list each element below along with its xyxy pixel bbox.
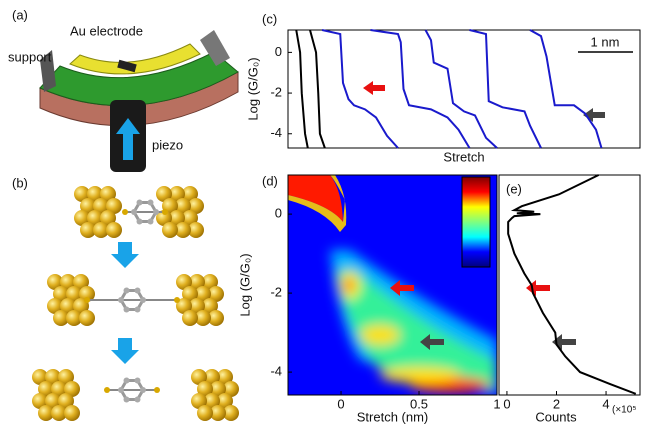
atom — [137, 199, 143, 205]
scale-bar-label: 1 nm — [591, 34, 620, 49]
panel-a: (a) Au electrode support piezo — [8, 7, 238, 172]
sulfur — [84, 297, 90, 303]
y-tick-label: -4 — [270, 364, 282, 379]
x-axis-label: Counts — [535, 409, 577, 424]
trace — [470, 30, 542, 148]
panel-b: (b) — [12, 175, 239, 421]
atom — [135, 377, 141, 383]
trace — [310, 30, 325, 148]
y-tick-label: -4 — [270, 125, 282, 140]
atom — [124, 377, 130, 383]
step-arrow — [111, 338, 139, 364]
atom — [137, 219, 143, 225]
panel-label: (d) — [262, 173, 278, 188]
red-arrow — [363, 81, 385, 95]
atom — [135, 287, 141, 293]
x-axis-label: Stretch — [443, 149, 484, 164]
gold-atom — [197, 405, 213, 421]
colorbar — [462, 177, 490, 267]
gold-atom — [64, 405, 80, 421]
atom — [131, 209, 137, 215]
sulfur — [104, 387, 110, 393]
x-tick-label: 0 — [503, 396, 510, 411]
sulfur — [154, 387, 160, 393]
panel-label: (a) — [12, 7, 28, 22]
x-axis-label: Stretch (nm) — [357, 409, 429, 424]
sulfur — [174, 297, 180, 303]
atom — [118, 297, 124, 303]
figure: (a) Au electrode support piezo (b) — [0, 0, 646, 427]
piezo-label: piezo — [152, 137, 183, 152]
y-axis-label: Log (G/G₀) — [245, 57, 260, 120]
support-label: support — [8, 49, 52, 64]
y-tick-label: 0 — [275, 206, 282, 221]
histogram-curve — [508, 175, 636, 394]
trace — [296, 30, 308, 148]
gold-atom — [106, 222, 122, 238]
atom — [124, 307, 130, 313]
atom — [140, 387, 146, 393]
gold-atom — [79, 310, 95, 326]
trace — [371, 30, 470, 148]
atom — [118, 387, 124, 393]
heatmap — [288, 175, 497, 395]
y-tick-label: -2 — [270, 85, 282, 100]
atom — [148, 199, 154, 205]
gold-atom — [182, 310, 198, 326]
electrode-label: Au electrode — [70, 23, 143, 38]
y-tick-label: -2 — [270, 285, 282, 300]
sulfur — [122, 209, 128, 215]
atom — [153, 209, 159, 215]
atom — [140, 297, 146, 303]
y-axis-label: Log (G/G₀) — [237, 253, 252, 316]
x-tick-label: 4 — [602, 396, 609, 411]
atom — [135, 397, 141, 403]
sulfur — [162, 209, 168, 215]
atom — [124, 397, 130, 403]
panel-label: (c) — [262, 11, 277, 26]
panel-label: (e) — [506, 181, 522, 196]
step-arrow — [111, 242, 139, 268]
x-tick-label: 0 — [337, 396, 344, 411]
atom — [135, 307, 141, 313]
atom — [148, 219, 154, 225]
x-tick-label: 1 — [493, 396, 500, 411]
x-multiplier: (×10⁵ — [612, 405, 636, 416]
trace — [322, 30, 398, 148]
y-tick-label: 0 — [275, 44, 282, 59]
panel-label: (b) — [12, 175, 28, 190]
atom — [124, 287, 130, 293]
gold-atom — [162, 222, 178, 238]
